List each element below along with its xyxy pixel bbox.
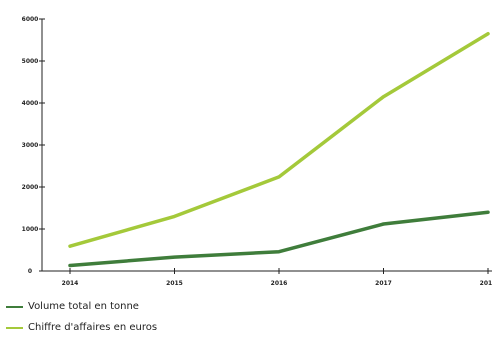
y-axis: 0 1000 2000 3000 4000 5000 6000: [22, 16, 45, 275]
y-tick-label: 2000: [22, 184, 39, 191]
legend-swatch-revenue: [6, 327, 23, 329]
y-tick-label: 0: [28, 268, 32, 275]
series-line-0: [70, 212, 488, 265]
legend-item-revenue: Chiffre d'affaires en euros: [6, 317, 157, 338]
legend: Volume total en tonne Chiffre d'affaires…: [6, 296, 157, 338]
y-tick-label: 6000: [22, 16, 39, 23]
x-tick-label: 2014: [62, 280, 79, 287]
series-layer: [70, 34, 488, 266]
legend-label-revenue: Chiffre d'affaires en euros: [28, 322, 157, 333]
x-tick-label: 2016: [271, 280, 288, 287]
legend-swatch-volume: [6, 306, 23, 308]
series-line-1: [70, 34, 488, 247]
x-tick-label: 2018: [480, 280, 492, 287]
x-tick-label: 2015: [166, 280, 183, 287]
y-tick-label: 4000: [22, 100, 39, 107]
y-tick-label: 3000: [22, 142, 39, 149]
y-tick-label: 1000: [22, 226, 39, 233]
x-axis: 2014 2015 2016 2017 2018: [42, 268, 492, 287]
legend-item-volume: Volume total en tonne: [6, 296, 157, 317]
legend-label-volume: Volume total en tonne: [28, 301, 139, 312]
y-tick-label: 5000: [22, 58, 39, 65]
x-tick-label: 2017: [375, 280, 392, 287]
